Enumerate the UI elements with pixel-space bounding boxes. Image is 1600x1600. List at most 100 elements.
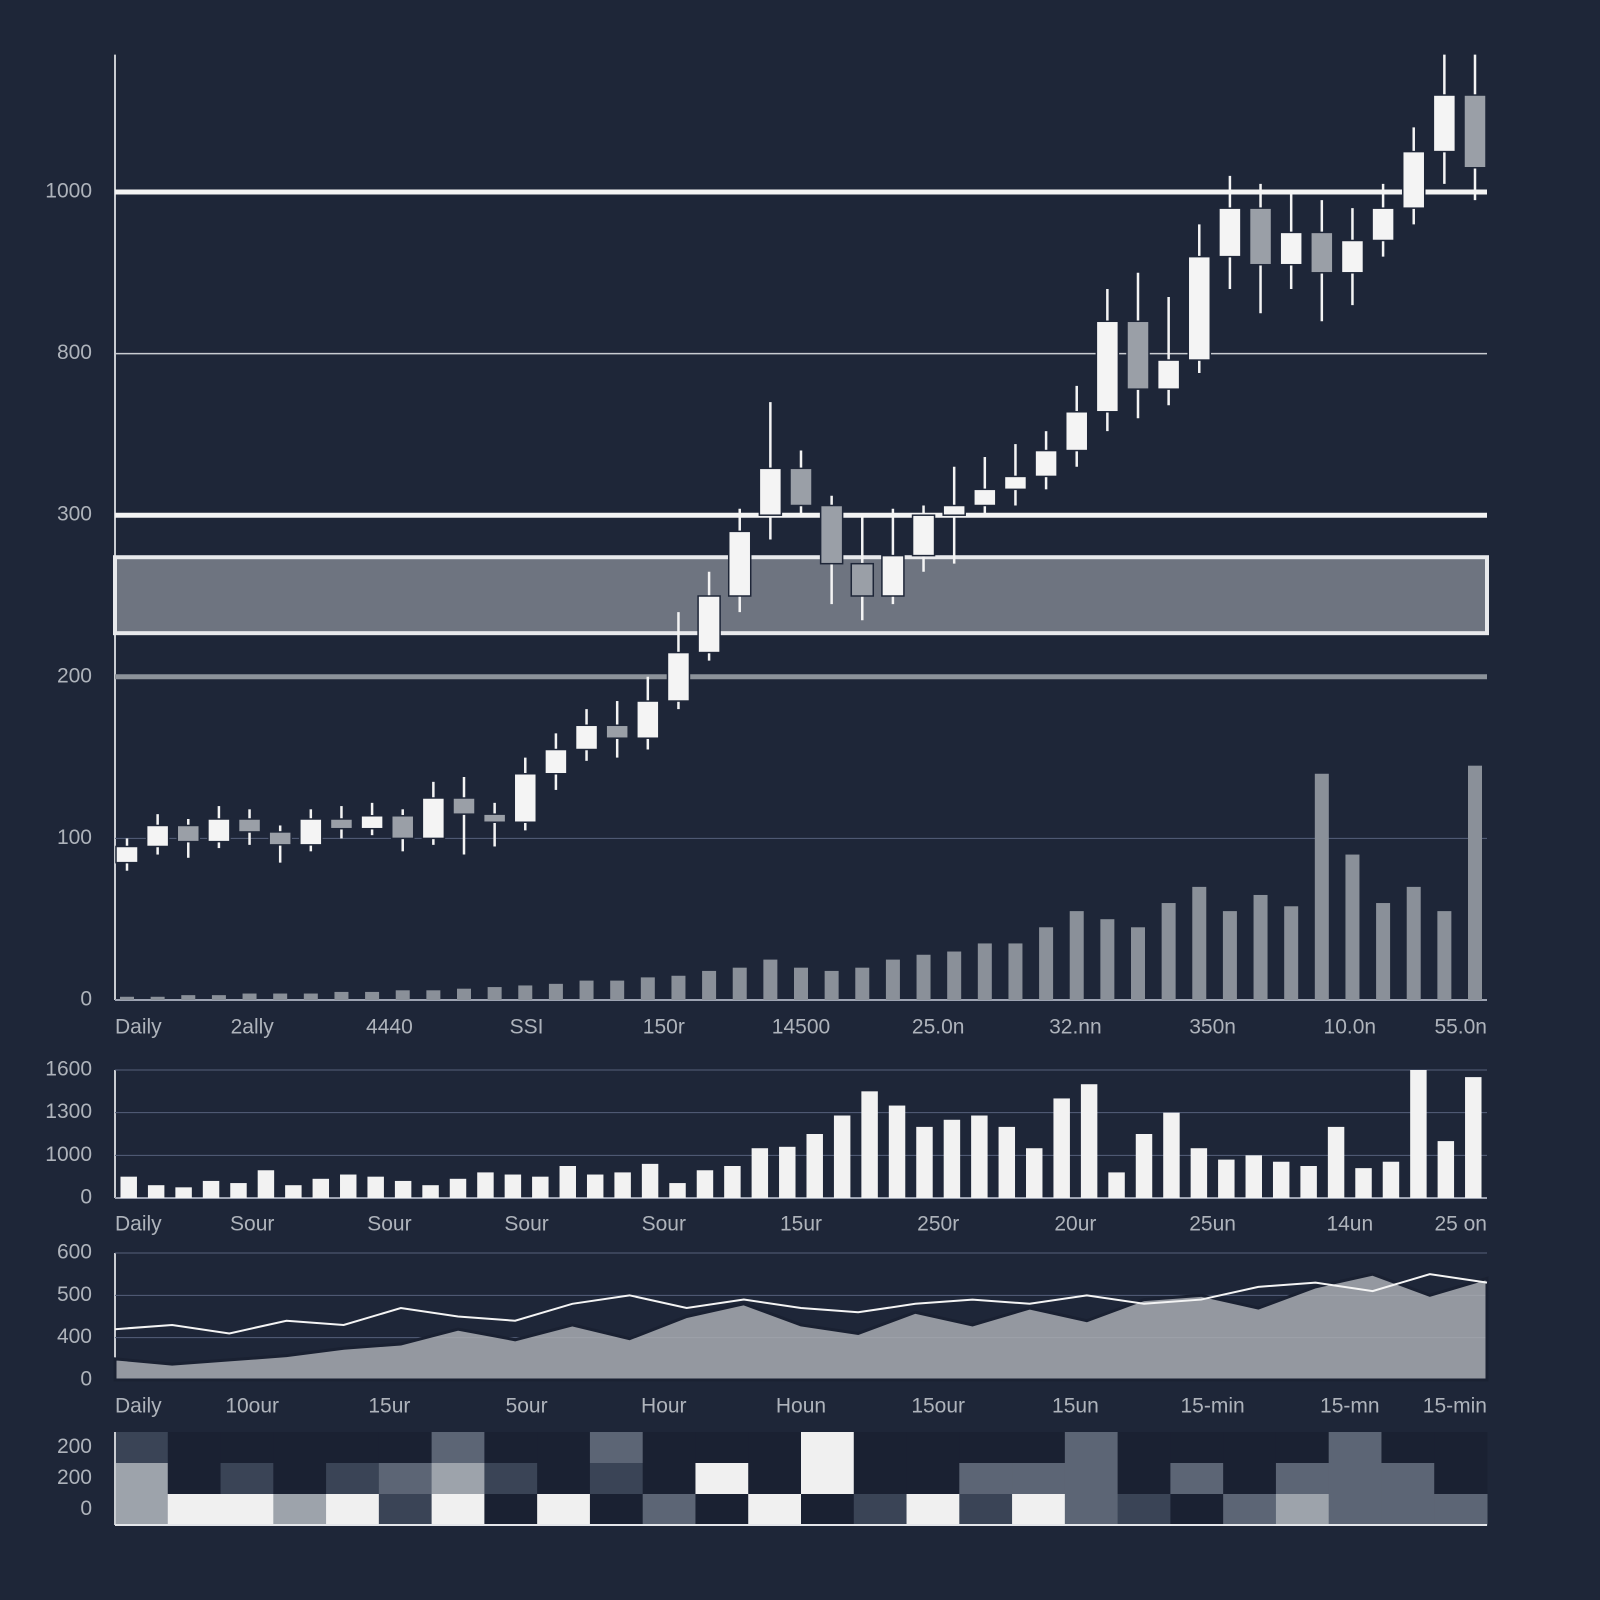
candle-body <box>1187 255 1212 361</box>
bar <box>916 1126 933 1198</box>
heat-cell <box>695 1463 749 1495</box>
volume-bar <box>1284 906 1299 1000</box>
candle-body <box>482 813 507 823</box>
candle-body <box>973 488 997 507</box>
area <box>113 1272 1489 1382</box>
x-tick-label: Daily <box>115 1213 162 1236</box>
volume-bar <box>1008 943 1023 1000</box>
bar <box>1272 1161 1290 1198</box>
volume-bar <box>1069 911 1084 1000</box>
heat-cell <box>326 1463 380 1495</box>
candle-body <box>1126 320 1150 390</box>
candle-body <box>115 845 139 864</box>
heat-cell <box>1064 1463 1119 1495</box>
candle-body <box>390 815 415 840</box>
heat-cell <box>1381 1494 1435 1526</box>
heat-cell <box>484 1432 538 1464</box>
heat-cell <box>1117 1432 1171 1464</box>
x-tick-label: Houn <box>776 1395 826 1418</box>
x-tick-label: 4440 <box>366 1016 413 1039</box>
bar <box>943 1119 961 1198</box>
x-tick-label: 25un <box>1189 1213 1236 1236</box>
heat-cell <box>853 1463 908 1495</box>
volume-bar <box>579 980 594 1000</box>
bar <box>1053 1098 1070 1198</box>
heat-cell <box>642 1432 696 1464</box>
x-tick-label: 5our <box>506 1395 548 1418</box>
heat-cell <box>484 1494 538 1526</box>
y-tick-label: 400 <box>57 1325 92 1348</box>
heat-cell <box>167 1494 222 1526</box>
x-tick-label: 15-mn <box>1320 1395 1380 1418</box>
heat-cell <box>1223 1432 1277 1464</box>
heat-cell <box>906 1494 960 1526</box>
heat-cell <box>167 1432 222 1464</box>
bar <box>422 1185 439 1198</box>
volume-bar <box>548 983 563 1000</box>
x-tick-label: 15our <box>911 1395 965 1418</box>
bar <box>1300 1166 1317 1198</box>
volume-bar <box>365 991 380 1000</box>
x-tick-label: 32.nn <box>1049 1016 1102 1039</box>
line <box>114 1273 1488 1335</box>
heat-cell <box>1170 1494 1224 1526</box>
heat-cell <box>378 1432 433 1464</box>
bar <box>669 1183 686 1198</box>
volume-bar <box>1314 773 1329 1000</box>
bar <box>120 1176 137 1198</box>
candle-body <box>574 724 599 751</box>
y-tick-label: 0 <box>80 1368 92 1391</box>
heat-cell <box>1434 1494 1488 1526</box>
bar <box>367 1176 384 1198</box>
candle-body <box>237 818 262 833</box>
candle-body <box>1034 449 1058 478</box>
candle-body <box>421 797 446 840</box>
y-tick-label: 0 <box>80 1497 92 1520</box>
candle-body <box>544 748 568 775</box>
bar <box>1080 1084 1098 1198</box>
volume-bar <box>671 975 686 1000</box>
heat-cell <box>642 1494 696 1526</box>
bar <box>340 1174 357 1198</box>
volume-bar <box>1100 919 1115 1000</box>
candle-body <box>145 824 170 848</box>
y-tick-label: 200 <box>57 664 92 687</box>
bar <box>614 1172 631 1198</box>
bar <box>559 1166 576 1198</box>
candle-body <box>1095 320 1120 413</box>
heat-cell <box>167 1463 222 1495</box>
y-tick-label: 100 <box>57 826 92 849</box>
volume-bar <box>824 970 839 1000</box>
y-tick-label: 200 <box>57 1435 92 1458</box>
x-tick-label: Daily <box>115 1395 162 1418</box>
heat-cell <box>1275 1463 1330 1495</box>
bar <box>202 1180 220 1198</box>
volume-bar <box>1222 911 1237 1000</box>
heat-cell <box>959 1432 1013 1464</box>
heat-cell <box>537 1494 591 1526</box>
volume-bar <box>150 996 165 1000</box>
bar <box>1465 1077 1482 1198</box>
candle-body <box>1218 207 1242 258</box>
heat-cell <box>1328 1494 1382 1526</box>
y-tick-label: 1000 <box>45 180 92 203</box>
bar <box>751 1148 769 1198</box>
y-tick-label: 300 <box>57 503 92 526</box>
x-tick-label: SSI <box>510 1016 544 1039</box>
heat-cell <box>431 1432 485 1464</box>
volume-bar <box>610 980 625 1000</box>
heat-cell <box>1275 1494 1330 1526</box>
bar <box>1410 1070 1427 1198</box>
bar <box>312 1178 330 1198</box>
heat-cell <box>906 1463 960 1495</box>
x-tick-label: 10.0n <box>1324 1016 1377 1039</box>
bar <box>641 1163 659 1198</box>
candle-body <box>1248 207 1273 266</box>
heat-cell <box>1434 1432 1488 1464</box>
volume-bar <box>1437 911 1452 1000</box>
candle-body <box>636 700 660 739</box>
heat-cell <box>115 1432 169 1464</box>
x-tick-label: 14500 <box>772 1016 830 1039</box>
volume-bar <box>1253 894 1268 1000</box>
heat-cell <box>748 1494 802 1526</box>
